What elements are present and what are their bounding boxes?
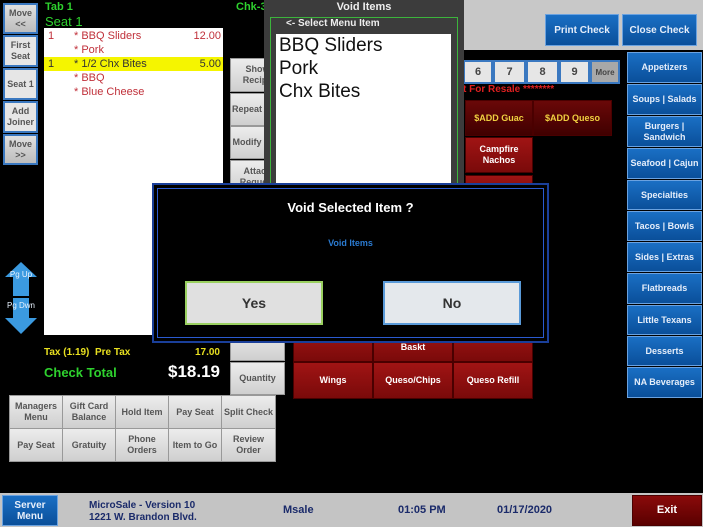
current-date: 01/17/2020 — [497, 504, 553, 516]
dialog-title: Void Selected Item ? — [287, 200, 414, 215]
add-guac-button[interactable]: $ADD Guac — [465, 100, 533, 136]
move-left-button[interactable]: Move << — [3, 3, 38, 34]
check-total-label: Check Total — [44, 365, 117, 380]
baskt-label: Baskt — [400, 342, 426, 352]
page-7-button[interactable]: 7 — [493, 60, 526, 84]
order-list[interactable]: 1 * BBQ Sliders 12.00 * Pork 1 * 1/2 Chx Bi… — [44, 28, 223, 335]
seat-label: Seat 1 — [45, 14, 83, 29]
category-specialties[interactable]: Specialties — [627, 180, 702, 210]
seat-1-button[interactable]: Seat 1 — [3, 68, 38, 100]
check-total-value: $18.19 — [168, 362, 220, 381]
queso-refill-button[interactable]: Queso Refill — [453, 362, 533, 399]
server-menu-button[interactable]: Server Menu — [2, 495, 58, 526]
pay-seat-button[interactable]: Pay Seat — [168, 395, 222, 429]
app-version: MicroSale - Version 10 — [89, 500, 196, 511]
quantity-button[interactable]: Quantity — [230, 362, 285, 395]
void-item[interactable]: BBQ Sliders — [279, 35, 383, 56]
order-row-selected[interactable]: 1 * 1/2 Chx Bites 5.00 — [44, 57, 223, 71]
page-up-button[interactable]: Pg Up — [5, 262, 37, 296]
order-name: * BBQ Sliders — [74, 30, 142, 42]
no-button[interactable]: No — [383, 281, 521, 325]
check-label: Chk-3 — [236, 1, 267, 13]
close-check-button[interactable]: Close Check — [622, 14, 697, 46]
order-name: * Blue Cheese — [74, 86, 145, 98]
add-joiner-button[interactable]: Add Joiner — [3, 101, 38, 133]
move-right-button[interactable]: Move >> — [3, 134, 38, 165]
category-burgers-sandwich[interactable]: Burgers | Sandwich — [627, 116, 702, 147]
category-little-texans[interactable]: Little Texans — [627, 305, 702, 335]
review-order-button[interactable]: Review Order — [221, 428, 276, 462]
page-up-label: Pg Up — [9, 270, 33, 279]
category-desserts[interactable]: Desserts — [627, 336, 702, 366]
order-name: * BBQ — [74, 72, 105, 84]
tab-label: Tab 1 — [45, 1, 73, 13]
select-menu-item-label: <- Select Menu Item — [286, 18, 380, 29]
order-name: * 1/2 Chx Bites — [74, 58, 147, 70]
queso-chips-button[interactable]: Queso/Chips — [373, 362, 453, 399]
tax-label: Tax (1.19) Pre Tax — [44, 347, 131, 358]
gift-card-balance-button[interactable]: Gift Card Balance — [62, 395, 116, 429]
order-row[interactable]: * BBQ — [44, 71, 223, 85]
managers-menu-button[interactable]: Managers Menu — [9, 395, 63, 429]
void-confirm-dialog: Void Selected Item ? Void Items Yes No — [152, 183, 549, 343]
user-name: Msale — [283, 504, 314, 516]
page-down-button[interactable]: Pg Dwn — [5, 298, 37, 334]
category-appetizers[interactable]: Appetizers — [627, 52, 702, 83]
campfire-nachos-button[interactable]: Campfire Nachos — [465, 137, 533, 173]
store-address: 1221 W. Brandon Blvd. — [89, 512, 197, 523]
resale-text: t For Resale ******** — [463, 84, 555, 95]
arrow-down-icon — [5, 298, 37, 334]
split-check-button[interactable]: Split Check — [221, 395, 276, 429]
order-row[interactable]: * Pork — [44, 43, 223, 57]
order-qty: 1 — [48, 30, 55, 42]
more-button[interactable]: More — [590, 60, 620, 84]
page-down-label: Pg Dwn — [6, 301, 35, 310]
category-tacos-bowls[interactable]: Tacos | Bowls — [627, 211, 702, 241]
void-panel-title: Void Items — [336, 1, 392, 13]
category-seafood-cajun[interactable]: Seafood | Cajun — [627, 148, 702, 179]
pay-seat-button-2[interactable]: Pay Seat — [9, 428, 63, 462]
order-row[interactable]: * Blue Cheese — [44, 85, 223, 99]
order-qty: 1 — [48, 58, 55, 70]
dialog-subtitle: Void Items — [328, 238, 373, 248]
add-queso-button[interactable]: $ADD Queso — [533, 100, 612, 136]
page-8-button[interactable]: 8 — [526, 60, 559, 84]
pretax-value: 17.00 — [194, 347, 220, 358]
category-na-beverages[interactable]: NA Beverages — [627, 367, 702, 398]
phone-orders-button[interactable]: Phone Orders — [115, 428, 169, 462]
yes-button[interactable]: Yes — [185, 281, 323, 325]
gratuity-button[interactable]: Gratuity — [62, 428, 116, 462]
void-items-panel: Void Items <- Select Menu Item BBQ Slide… — [264, 0, 464, 197]
page-6-button[interactable]: 6 — [463, 60, 493, 84]
arrow-up-icon — [5, 262, 37, 296]
category-flatbreads[interactable]: Flatbreads — [627, 273, 702, 304]
clock-time: 01:05 PM — [398, 504, 446, 516]
void-item[interactable]: Chx Bites — [279, 81, 361, 102]
exit-button[interactable]: Exit — [632, 495, 702, 526]
page-9-button[interactable]: 9 — [559, 60, 590, 84]
item-to-go-button[interactable]: Item to Go — [168, 428, 222, 462]
print-check-button[interactable]: Print Check — [545, 14, 619, 46]
void-item[interactable]: Pork — [279, 58, 319, 79]
void-item-list[interactable]: BBQ Sliders Pork Chx Bites — [276, 34, 451, 194]
order-price: 12.00 — [193, 30, 221, 42]
first-seat-button[interactable]: First Seat — [3, 35, 38, 67]
action-grid: Managers Menu Gift Card Balance Hold Ite… — [9, 395, 276, 462]
category-soups-salads[interactable]: Soups | Salads — [627, 84, 702, 115]
order-price: 5.00 — [199, 58, 221, 70]
order-name: * Pork — [74, 44, 104, 56]
wings-button[interactable]: Wings — [293, 362, 373, 399]
footer-bar — [0, 493, 703, 527]
hold-item-button[interactable]: Hold Item — [115, 395, 169, 429]
category-sides-extras[interactable]: Sides | Extras — [627, 242, 702, 272]
order-row[interactable]: 1 * BBQ Sliders 12.00 — [44, 29, 223, 43]
